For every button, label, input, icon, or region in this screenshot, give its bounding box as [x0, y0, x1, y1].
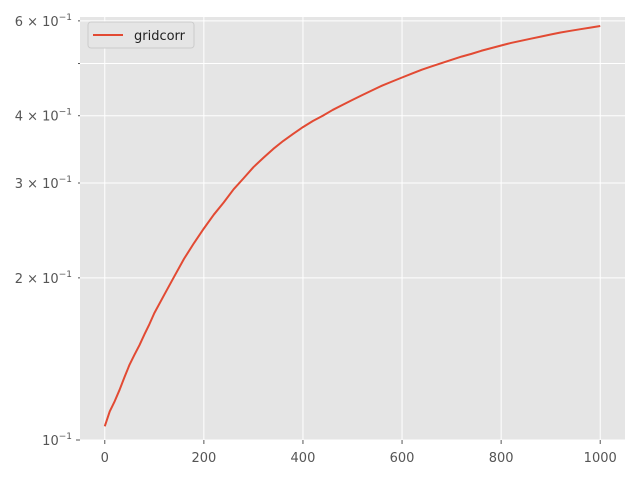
x-tick-label: 600 — [390, 451, 415, 466]
y-tick-label: 2 × 10−1 — [15, 270, 72, 287]
y-tick-label: 4 × 10−1 — [15, 108, 72, 125]
y-tick-label: 3 × 10−1 — [15, 175, 72, 192]
series-layer — [103, 25, 601, 427]
x-tick-label: 1000 — [584, 451, 617, 466]
plot-background — [80, 17, 625, 440]
legend-box — [87, 21, 195, 49]
ticks: 0 200 400 600 800 1000 10−1 2 × 10−1 3 × 10−1 4 ×… — [15, 13, 617, 466]
series-line-gridcorr — [103, 25, 601, 427]
y-tick-label: 6 × 10−1 — [15, 13, 72, 30]
y-tick-label: 10−1 — [42, 432, 72, 449]
x-tick-label: 800 — [489, 451, 514, 466]
grid — [80, 17, 625, 441]
x-tick-label: 200 — [191, 451, 216, 466]
legend-label: gridcorr — [134, 29, 186, 44]
x-tick-label: 0 — [101, 451, 109, 466]
legend: gridcorr — [87, 21, 195, 49]
x-tick-label: 400 — [291, 451, 316, 466]
